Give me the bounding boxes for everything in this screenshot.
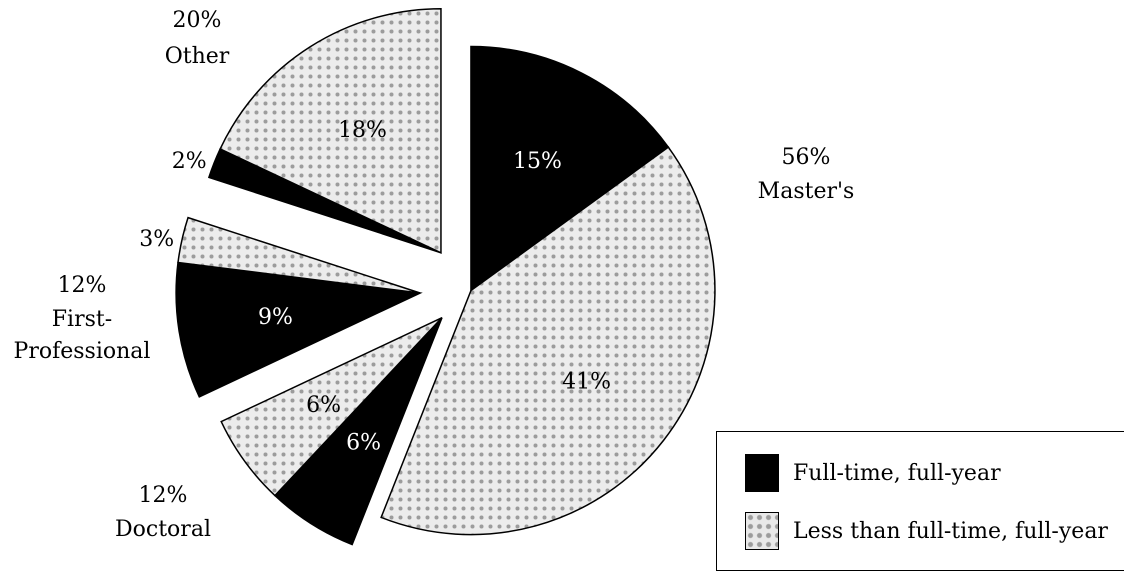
legend-item-full-time: Full-time, full-year: [745, 454, 1001, 492]
slice-label-first-professional-full-time: 9%: [258, 305, 293, 330]
category-pct-masters: 56%: [782, 145, 831, 170]
legend-item-part-time: Less than full-time, full-year: [745, 512, 1108, 550]
category-pct-first-professional: 12%: [58, 273, 107, 298]
slice-masters-full-time: [470, 45, 670, 293]
slice-labels: 15% 41% 6%6% 9% 3% 2% 18%: [139, 118, 611, 455]
slice-other-part-time: [219, 8, 442, 254]
category-name-first-professional-line1: First-: [52, 307, 112, 332]
category-pct-other: 20%: [173, 8, 222, 33]
slice-label-other-part-time: 18%: [338, 118, 387, 143]
legend-label-full-time: Full-time, full-year: [793, 460, 1001, 486]
category-name-masters: Master's: [758, 179, 855, 204]
slice-masters-part-time: [380, 146, 716, 536]
pie-chart: 15% 41% 6%6% 9% 3% 2% 18% 56% Master's 12% Doc…: [14, 8, 855, 546]
legend-swatch-full-time: [745, 454, 779, 492]
slice-first-professional-full-time: [175, 261, 423, 398]
category-name-other: Other: [165, 44, 230, 69]
category-pct-doctoral: 12%: [139, 483, 188, 508]
slice-label-doctoral-full-time: 6%: [346, 430, 381, 455]
pie-slices: [175, 8, 716, 546]
category-name-first-professional-line2: Professional: [14, 339, 151, 364]
category-name-doctoral: Doctoral: [115, 517, 211, 542]
slice-label-masters-full-time: 15%: [513, 149, 562, 174]
legend: Full-time, full-year Less than full-time…: [716, 431, 1124, 571]
category-labels: 56% Master's 12% Doctoral 12% First- Pro…: [14, 8, 855, 542]
slice-doctoral-part-time: [220, 317, 443, 497]
slice-label-masters-part-time: 41%: [562, 369, 611, 394]
slice-first-professional-part-time: [177, 216, 421, 294]
slice-label-first-professional-part-time: 3%: [139, 227, 174, 252]
legend-swatch-part-time: [745, 512, 779, 550]
slice-label-other-full-time: 2%: [172, 149, 207, 174]
legend-label-part-time: Less than full-time, full-year: [793, 518, 1108, 544]
slice-label-doctoral-part-time: 6%: [306, 393, 341, 418]
